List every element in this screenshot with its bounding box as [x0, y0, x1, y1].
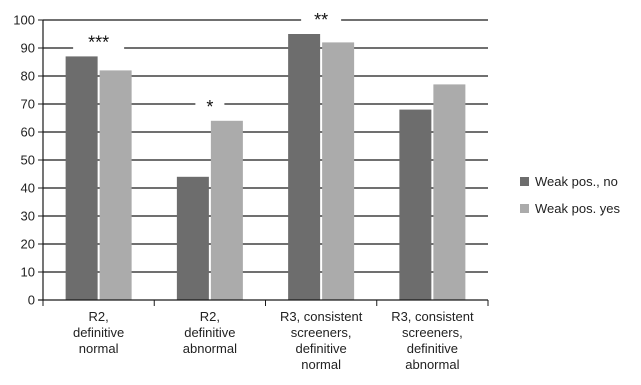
bar-weak-pos-no: [65, 56, 98, 301]
legend-swatch: [520, 177, 529, 186]
legend-label: Weak pos. yes: [535, 201, 621, 216]
annotation-knockout: [195, 97, 225, 117]
y-tick-label: 60: [21, 125, 35, 140]
bar-weak-pos-no: [399, 109, 432, 300]
bar-weak-pos-yes: [210, 120, 243, 300]
category-label-line: definitive: [407, 341, 458, 356]
y-tick-label: 90: [21, 41, 35, 56]
y-tick-label: 70: [21, 97, 35, 112]
legend: Weak pos., no Weak pos. yes: [520, 174, 621, 216]
significance-marker: **: [314, 10, 328, 30]
category-label-line: abnormal: [183, 341, 237, 356]
category-label-line: definitive: [295, 341, 346, 356]
y-tick-labels: 0 10 20 30 40 50 60 70 80 90 100: [13, 13, 35, 308]
axes: [38, 19, 489, 306]
y-tick-label: 80: [21, 69, 35, 84]
y-tick-label: 40: [21, 181, 35, 196]
category-label-line: R2,: [200, 309, 220, 324]
x-category-label: R3, consistent screeners, definitive abnorm…: [391, 309, 474, 372]
category-label-line: normal: [301, 357, 341, 372]
category-label-line: R3, consistent: [391, 309, 474, 324]
y-tick-label: 0: [28, 293, 35, 308]
category-label-line: normal: [79, 341, 119, 356]
significance-annotations: ******: [73, 10, 342, 117]
x-category-label: R2, definitive abnormal: [183, 309, 237, 356]
category-label-line: screeners,: [291, 325, 352, 340]
bar-weak-pos-yes: [99, 70, 132, 301]
significance-marker: ***: [88, 32, 109, 52]
bar-weak-pos-yes: [322, 42, 355, 301]
significance-marker: *: [206, 97, 213, 117]
bar-weak-pos-yes: [433, 84, 466, 301]
bar-weak-pos-no: [288, 34, 321, 300]
category-label-line: definitive: [184, 325, 235, 340]
y-tick-label: 10: [21, 265, 35, 280]
annotation-knockout: [73, 33, 125, 53]
x-category-label: R2, definitive normal: [73, 309, 124, 356]
category-label-line: R3, consistent: [280, 309, 363, 324]
category-label-line: R2,: [89, 309, 109, 324]
category-label-line: definitive: [73, 325, 124, 340]
y-tick-label: 50: [21, 153, 35, 168]
category-label-line: abnormal: [405, 357, 459, 372]
legend-swatch: [520, 204, 529, 213]
annotation-knockout: [301, 11, 342, 30]
bar-weak-pos-no: [176, 176, 209, 300]
legend-label: Weak pos., no: [535, 174, 618, 189]
y-tick-label: 100: [13, 13, 35, 28]
x-category-label: R3, consistent screeners, definitive normal: [280, 309, 363, 372]
y-tick-label: 30: [21, 209, 35, 224]
bars: [65, 34, 466, 301]
y-tick-label: 20: [21, 237, 35, 252]
category-label-line: screeners,: [402, 325, 463, 340]
